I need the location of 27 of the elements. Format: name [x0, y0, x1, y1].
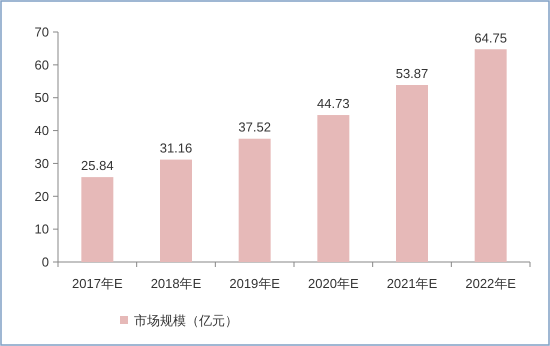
x-tick-label: 2019年E — [229, 276, 280, 291]
y-tick-label: 0 — [42, 254, 49, 270]
bar — [474, 49, 507, 262]
x-tick-label: 2022年E — [465, 276, 516, 291]
y-tick-label: 30 — [34, 156, 49, 171]
x-tick-label: 2020年E — [308, 276, 359, 291]
bar — [396, 85, 428, 262]
y-tick-label: 50 — [34, 90, 49, 106]
bar — [160, 160, 192, 262]
y-tick-label: 20 — [34, 188, 49, 204]
x-tick-label: 2021年E — [386, 276, 438, 291]
legend-label: 市场规模（亿元） — [134, 313, 238, 328]
x-tick-label: 2017年E — [72, 276, 123, 291]
y-tick-label: 40 — [34, 123, 49, 138]
bar — [81, 177, 114, 262]
data-label: 25.84 — [81, 158, 114, 174]
data-label: 53.87 — [396, 66, 428, 81]
y-tick-label: 60 — [34, 57, 49, 72]
data-label: 64.75 — [474, 30, 507, 46]
data-label: 37.52 — [238, 120, 271, 135]
x-tick-label: 2018年E — [150, 276, 202, 291]
data-label: 44.73 — [317, 96, 350, 112]
bar — [238, 138, 271, 262]
bar — [317, 115, 350, 262]
y-tick-label: 10 — [34, 222, 49, 237]
y-tick-label: 70 — [34, 24, 49, 40]
data-label: 31.16 — [160, 140, 192, 156]
